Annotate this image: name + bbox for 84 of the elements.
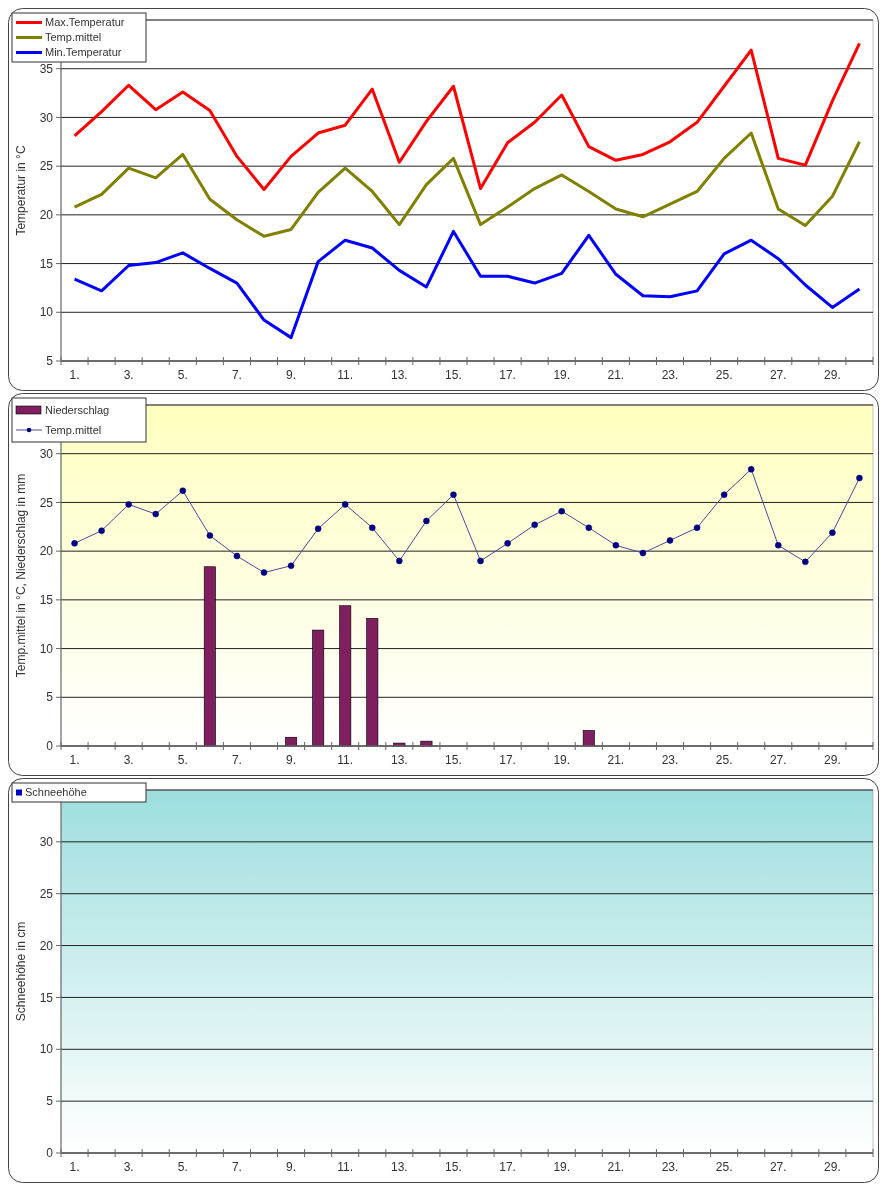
y-tick-label: 15 (39, 990, 54, 1005)
x-tick-label: 11. (337, 368, 354, 382)
x-tick-label: 25. (715, 1160, 733, 1174)
x-tick-label: 1. (69, 753, 80, 767)
x-tick-label: 9. (286, 368, 297, 382)
x-tick-label: 11. (337, 753, 354, 767)
x-tick-label: 23. (661, 1160, 679, 1174)
y-axis-title: Temp.mittel in °C, Niederschlag in mm (14, 473, 28, 678)
x-tick-label: 3. (123, 368, 134, 382)
x-tick-label: 29. (824, 1160, 841, 1174)
bar (582, 730, 595, 747)
bar (420, 740, 433, 747)
legend-label: Schneehöhe (25, 786, 87, 799)
y-tick-label: 20 (39, 208, 54, 223)
x-tick-label: 21. (607, 368, 625, 382)
x-tick-label: 21. (607, 1160, 625, 1174)
x-tick-label: 13. (390, 753, 408, 767)
x-tick-label: 5. (177, 753, 188, 767)
bar (203, 566, 216, 747)
x-tick-label: 23. (661, 753, 679, 767)
bar (312, 629, 325, 747)
x-tick-label: 21. (607, 753, 625, 767)
y-tick-label: 10 (39, 1042, 54, 1057)
y-tick-label: 10 (39, 641, 54, 656)
bar (393, 742, 406, 747)
x-tick-label: 9. (286, 753, 297, 767)
x-tick-label: 19. (553, 368, 571, 382)
x-tick-label: 7. (231, 368, 242, 382)
x-tick-label: 25. (715, 753, 733, 767)
y-axis-title: Temperatur in °C (14, 145, 28, 236)
bar (339, 605, 352, 747)
x-tick-label: 29. (824, 368, 841, 382)
x-tick-label: 3. (123, 753, 134, 767)
legend-label: Min.Temperatur (45, 46, 122, 59)
y-tick-label: 25 (39, 495, 54, 510)
x-tick-label: 5. (177, 1160, 188, 1174)
x-tick-label: 9. (286, 1160, 297, 1174)
x-tick-label: 1. (69, 368, 80, 382)
x-tick-label: 25. (715, 368, 733, 382)
legend-label: Max.Temperatur (45, 16, 125, 29)
x-tick-label: 19. (553, 753, 571, 767)
line-series (73, 131, 861, 238)
y-tick-label: 20 (39, 544, 54, 559)
y-tick-label: 15 (39, 256, 54, 271)
x-tick-label: 29. (824, 753, 841, 767)
bar (366, 618, 379, 747)
x-tick-label: 15. (445, 1160, 462, 1174)
legend-label: Temp.mittel (45, 31, 102, 44)
x-tick-label: 7. (231, 1160, 242, 1174)
x-tick-label: 1. (69, 1160, 80, 1174)
legend-label: Temp.mittel (45, 423, 102, 436)
x-tick-label: 15. (445, 753, 462, 767)
y-tick-label: 30 (39, 110, 54, 125)
x-tick-label: 3. (123, 1160, 134, 1174)
legend-label: Niederschlag (45, 403, 110, 416)
x-tick-label: 17. (499, 368, 516, 382)
x-tick-label: 15. (445, 368, 462, 382)
y-tick-label: 5 (46, 690, 54, 705)
y-tick-label: 20 (39, 938, 54, 953)
y-tick-label: 30 (39, 446, 54, 461)
y-tick-label: 0 (46, 1146, 54, 1161)
x-tick-label: 17. (499, 1160, 516, 1174)
y-tick-label: 0 (46, 739, 54, 754)
x-tick-label: 5. (177, 368, 188, 382)
x-tick-label: 7. (231, 753, 242, 767)
y-tick-label: 10 (39, 305, 54, 320)
x-tick-label: 23. (661, 368, 679, 382)
y-tick-label: 25 (39, 159, 54, 174)
y-tick-label: 30 (39, 835, 54, 850)
y-tick-label: 35 (39, 61, 54, 76)
x-tick-label: 17. (499, 753, 516, 767)
y-tick-label: 5 (46, 1094, 54, 1109)
x-tick-label: 27. (769, 753, 787, 767)
y-axis-title: Schneehöhe in cm (14, 921, 28, 1022)
y-tick-label: 5 (46, 354, 54, 369)
x-tick-label: 19. (553, 1160, 571, 1174)
y-tick-label: 25 (39, 886, 54, 901)
y-tick-label: 15 (39, 593, 54, 608)
x-tick-label: 13. (390, 368, 408, 382)
x-tick-label: 27. (769, 368, 787, 382)
line-series (73, 229, 861, 340)
x-tick-label: 11. (337, 1160, 354, 1174)
x-tick-label: 13. (390, 1160, 408, 1174)
x-tick-label: 27. (769, 1160, 787, 1174)
